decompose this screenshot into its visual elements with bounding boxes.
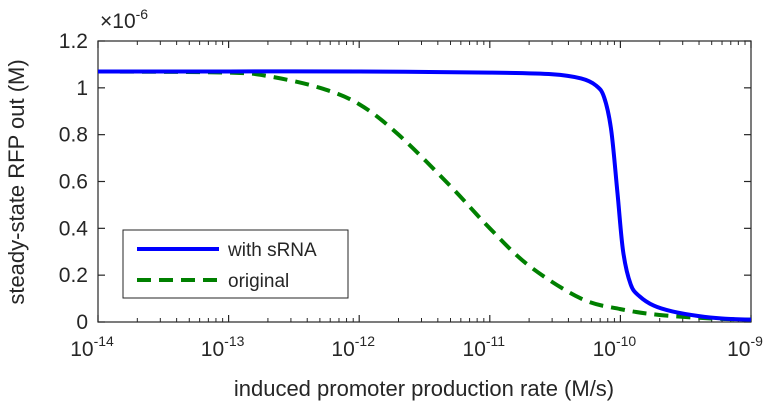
legend-box — [122, 229, 349, 299]
y-tick-label: 0.4 — [59, 217, 89, 240]
y-multiplier-exponent: -6 — [136, 6, 149, 22]
y-tick-label: 0.8 — [59, 124, 88, 147]
x-tick-label: 10-14 — [70, 333, 114, 361]
y-multiplier-label: ×10-6 — [100, 6, 148, 33]
y-tick-label: 0.2 — [59, 264, 88, 287]
legend: with sRNA original — [122, 229, 349, 299]
legend-label-with-srna: with sRNA — [227, 240, 317, 261]
series-line-with-srna — [98, 69, 752, 322]
y-axis-label: steady-state RFP out (M) — [4, 59, 29, 304]
y-tick-label: 0.6 — [59, 171, 88, 194]
y-axis-ticks: 0 0.2 0.4 0.6 0.8 1 1.2 — [59, 30, 751, 334]
x-tick-label: 10-10 — [593, 333, 637, 361]
x-tick-label: 10-13 — [201, 333, 245, 361]
x-tick-label: 10-11 — [463, 333, 506, 361]
x-tick-label: 10-9 — [727, 333, 763, 361]
y-tick-label: 1.2 — [59, 30, 88, 53]
y-tick-label: 0 — [76, 311, 88, 334]
x-axis-ticks: 10-14 10-13 10-12 10-11 10-10 10-9 — [70, 41, 763, 361]
legend-label-original: original — [228, 271, 289, 292]
x-tick-label: 10-12 — [331, 333, 375, 361]
y-tick-label: 1 — [76, 77, 88, 100]
x-axis-label: induced promoter production rate (M/s) — [234, 376, 614, 401]
series-line-original — [97, 69, 752, 322]
y-multiplier-base: ×10 — [100, 10, 136, 33]
